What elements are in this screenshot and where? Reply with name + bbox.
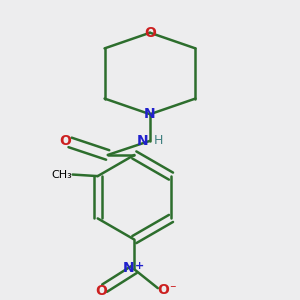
Text: O: O (95, 284, 107, 298)
Text: H: H (154, 134, 164, 147)
Text: N: N (123, 261, 134, 275)
Text: N: N (136, 134, 148, 148)
Text: N: N (144, 107, 156, 121)
Text: O: O (144, 26, 156, 40)
Text: O: O (158, 283, 169, 297)
Text: CH₃: CH₃ (51, 169, 72, 179)
Text: +: + (135, 261, 145, 271)
Text: ⁻: ⁻ (169, 283, 176, 296)
Text: O: O (59, 134, 71, 148)
